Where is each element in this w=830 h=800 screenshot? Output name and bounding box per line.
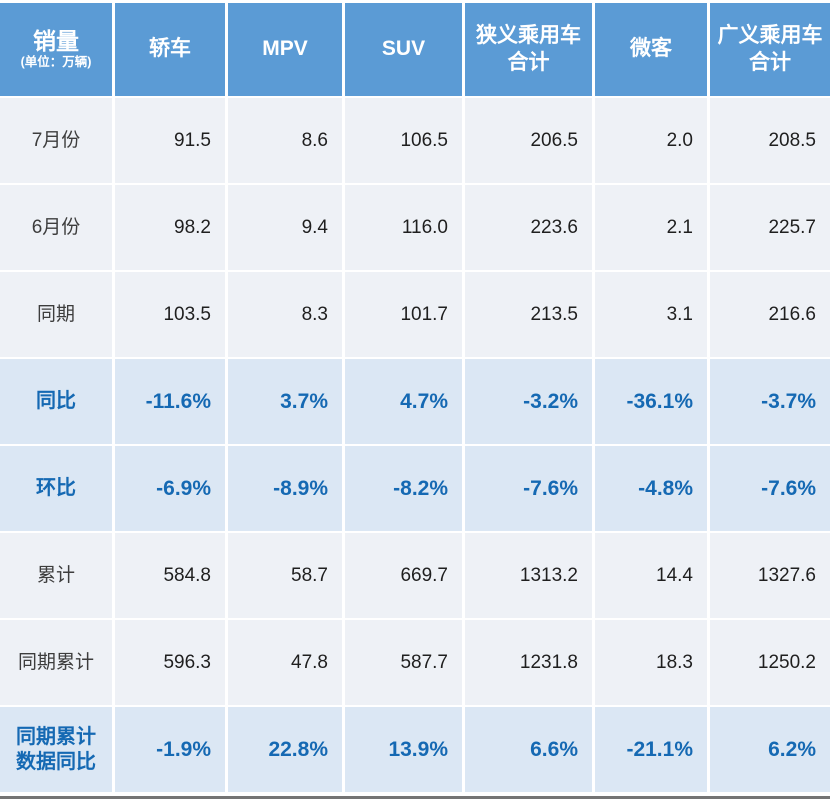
cell: -11.6% [115, 359, 228, 446]
cell: 8.3 [228, 272, 345, 359]
cell: 1231.8 [465, 620, 595, 707]
cell: 1327.6 [710, 533, 830, 620]
cell: 225.7 [710, 185, 830, 272]
cell: -4.8% [595, 446, 710, 533]
cell: 9.4 [228, 185, 345, 272]
cell: 101.7 [345, 272, 465, 359]
cell: -1.9% [115, 707, 228, 794]
cell: 3.1 [595, 272, 710, 359]
cell: 47.8 [228, 620, 345, 707]
cell: 213.5 [465, 272, 595, 359]
cell: 3.7% [228, 359, 345, 446]
cell: 206.5 [465, 98, 595, 185]
cell: 4.7% [345, 359, 465, 446]
cell: -7.6% [710, 446, 830, 533]
row-label: 同比 [0, 359, 115, 446]
cell: 103.5 [115, 272, 228, 359]
cell: 216.6 [710, 272, 830, 359]
cell: 91.5 [115, 98, 228, 185]
cell: 223.6 [465, 185, 595, 272]
row-label: 累计 [0, 533, 115, 620]
table-bottom-border [0, 796, 830, 799]
row-label: 环比 [0, 446, 115, 533]
table-row-mom: 环比 -6.9% -8.9% -8.2% -7.6% -4.8% -7.6% [0, 446, 830, 533]
col-header-narrow-total: 狭义乘用车合计 [465, 3, 595, 98]
cell: -3.7% [710, 359, 830, 446]
cell: 58.7 [228, 533, 345, 620]
header-row: 销量 (单位：万辆) 轿车 MPV SUV 狭义乘用车合计 微客 广义乘用车合计 [0, 3, 830, 98]
cell: 106.5 [345, 98, 465, 185]
cell: 1313.2 [465, 533, 595, 620]
cell: -21.1% [595, 707, 710, 794]
cell: 8.6 [228, 98, 345, 185]
cell: -3.2% [465, 359, 595, 446]
cell: -6.9% [115, 446, 228, 533]
col-header-broad-total: 广义乘用车合计 [710, 3, 830, 98]
table-row-yoy: 同比 -11.6% 3.7% 4.7% -3.2% -36.1% -3.7% [0, 359, 830, 446]
cell: 18.3 [595, 620, 710, 707]
row-label: 同期累计 数据同比 [0, 707, 115, 794]
cell: 2.0 [595, 98, 710, 185]
cell: -8.9% [228, 446, 345, 533]
row-label: 同期累计 [0, 620, 115, 707]
table-unit-label: (单位：万辆) [20, 55, 92, 70]
col-header-suv: SUV [345, 3, 465, 98]
cell: 13.9% [345, 707, 465, 794]
col-header-mpv: MPV [228, 3, 345, 98]
cell: 6.6% [465, 707, 595, 794]
cell: -7.6% [465, 446, 595, 533]
table-row-july: 7月份 91.5 8.6 106.5 206.5 2.0 208.5 [0, 98, 830, 185]
cell: 6.2% [710, 707, 830, 794]
cell: 14.4 [595, 533, 710, 620]
cell: 208.5 [710, 98, 830, 185]
cell: -36.1% [595, 359, 710, 446]
row-label: 6月份 [0, 185, 115, 272]
cell: 22.8% [228, 707, 345, 794]
cell: 98.2 [115, 185, 228, 272]
table-title-cell: 销量 (单位：万辆) [0, 3, 115, 98]
table-title: 销量 [33, 27, 79, 54]
col-header-sedan: 轿车 [115, 3, 228, 98]
table-row-cumulative-yoy: 同期累计 数据同比 -1.9% 22.8% 13.9% 6.6% -21.1% … [0, 707, 830, 794]
table-row-cumulative: 累计 584.8 58.7 669.7 1313.2 14.4 1327.6 [0, 533, 830, 620]
cell: 116.0 [345, 185, 465, 272]
sales-table: 销量 (单位：万辆) 轿车 MPV SUV 狭义乘用车合计 微客 广义乘用车合计… [0, 3, 830, 794]
table-row-prior-cumulative: 同期累计 596.3 47.8 587.7 1231.8 18.3 1250.2 [0, 620, 830, 707]
col-header-microvan: 微客 [595, 3, 710, 98]
row-label: 同期 [0, 272, 115, 359]
cell: 584.8 [115, 533, 228, 620]
cell: 2.1 [595, 185, 710, 272]
table-row-june: 6月份 98.2 9.4 116.0 223.6 2.1 225.7 [0, 185, 830, 272]
cell: 669.7 [345, 533, 465, 620]
cell: 1250.2 [710, 620, 830, 707]
row-label: 7月份 [0, 98, 115, 185]
table-row-same-period: 同期 103.5 8.3 101.7 213.5 3.1 216.6 [0, 272, 830, 359]
cell: -8.2% [345, 446, 465, 533]
cell: 596.3 [115, 620, 228, 707]
cell: 587.7 [345, 620, 465, 707]
